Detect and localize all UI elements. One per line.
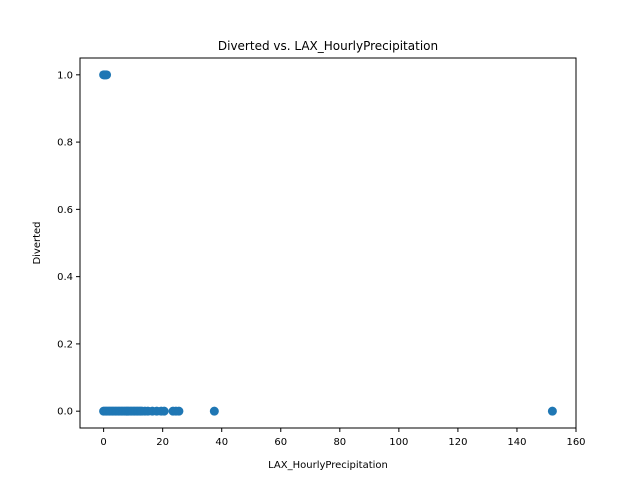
y-tick-label: 0.4 — [57, 272, 73, 283]
x-tick-label: 120 — [448, 437, 467, 448]
x-tick-label: 140 — [507, 437, 526, 448]
x-axis-title: LAX_HourlyPrecipitation — [268, 460, 388, 471]
x-tick-label: 40 — [215, 437, 228, 448]
data-point-3 — [102, 70, 112, 80]
y-tick-label: 0.8 — [57, 138, 73, 149]
y-axis-title: Diverted — [32, 221, 43, 264]
x-axis-ticks: 0 20 40 60 80 100 120 140 160 — [100, 428, 586, 448]
plot-frame — [79, 57, 577, 429]
data-point-36 — [159, 406, 169, 416]
x-tick-label: 60 — [274, 437, 287, 448]
y-tick-label: 1.0 — [57, 70, 73, 81]
y-tick-label: 0.0 — [57, 407, 73, 418]
data-point-41 — [547, 406, 557, 416]
x-tick-label: 20 — [156, 437, 169, 448]
x-tick-label: 100 — [389, 437, 408, 448]
x-tick-label: 80 — [333, 437, 346, 448]
y-axis-ticks: 0.0 0.2 0.4 0.6 0.8 1.0 — [57, 70, 80, 418]
x-tick-label: 160 — [566, 437, 585, 448]
points-layer — [99, 70, 557, 416]
x-tick-label: 0 — [100, 437, 106, 448]
data-point-40 — [209, 406, 219, 416]
chart-title: Diverted vs. LAX_HourlyPrecipitation — [218, 39, 438, 53]
data-point-39 — [174, 406, 184, 416]
y-tick-label: 0.6 — [57, 205, 73, 216]
y-tick-label: 0.2 — [57, 339, 73, 350]
